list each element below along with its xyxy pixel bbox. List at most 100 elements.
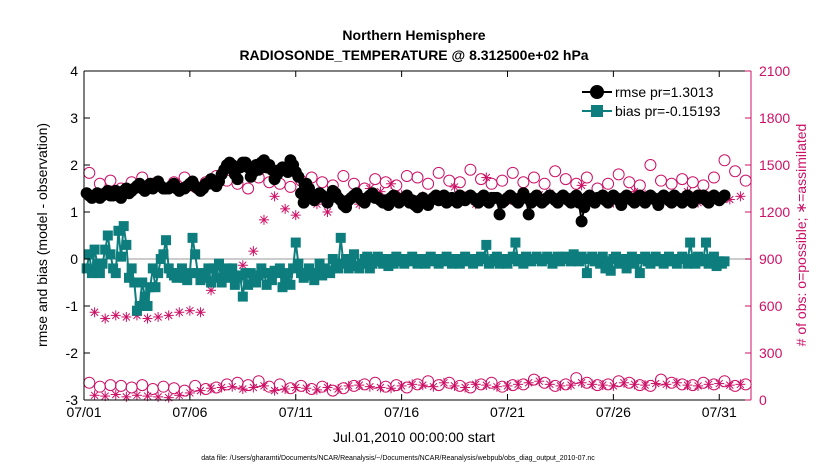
- asterisk-stroke: [567, 381, 575, 389]
- obs-assimilated-marker: [364, 381, 375, 392]
- obs-assimilated-marker: [544, 379, 555, 390]
- bias-point: [309, 275, 320, 286]
- asterisk-stroke: [651, 379, 660, 388]
- y2-tick-label: 1500: [759, 157, 790, 173]
- bias-point: [150, 282, 161, 293]
- asterisk-stroke: [461, 383, 469, 392]
- obs-assimilated-marker: [290, 382, 301, 393]
- obs-assimilated-marker: [258, 380, 269, 391]
- x-tick-label: 07/06: [172, 404, 207, 420]
- obs-assimilated-marker: [280, 384, 291, 395]
- obs-assimilated-marker: [566, 380, 577, 391]
- obs-assimilated-marker: [89, 307, 100, 318]
- obs-assimilated-marker: [502, 380, 513, 391]
- y-tick-label: -2: [66, 345, 79, 361]
- asterisk-stroke: [175, 308, 184, 317]
- legend-marker-square: [591, 105, 603, 117]
- bias-point: [224, 272, 235, 283]
- rmse-point: [292, 170, 305, 183]
- bias-point: [603, 256, 614, 267]
- y2-tick-label: 600: [759, 298, 783, 314]
- x-tick-label: 07/26: [596, 404, 631, 420]
- obs-possible-marker: [284, 180, 297, 193]
- asterisk-stroke: [471, 380, 480, 389]
- obs-assimilated-marker: [110, 389, 121, 400]
- obs-possible-marker: [464, 163, 477, 176]
- bias-point: [137, 277, 148, 288]
- asterisk-stroke: [715, 379, 724, 388]
- bias-point: [158, 249, 169, 260]
- bias-point: [208, 263, 219, 274]
- obs-possible-marker: [665, 177, 678, 190]
- bias-point: [566, 256, 577, 267]
- asterisk-stroke: [323, 208, 332, 216]
- bias-point: [595, 258, 606, 269]
- bias-point: [243, 279, 254, 290]
- asterisk-stroke: [323, 383, 332, 392]
- asterisk-stroke: [673, 378, 681, 387]
- asterisk-stroke: [450, 183, 459, 191]
- bias-point: [481, 239, 492, 250]
- bias-point: [293, 258, 304, 269]
- obs-assimilated-marker: [354, 380, 365, 391]
- obs-assimilated-marker: [195, 385, 206, 396]
- obs-assimilated-marker: [322, 207, 333, 217]
- obs-assimilated-marker: [470, 379, 481, 390]
- obs-possible-marker: [549, 165, 562, 178]
- bias-point: [153, 268, 164, 279]
- obs-assimilated-marker: [491, 381, 502, 392]
- asterisk-stroke: [122, 313, 131, 321]
- obs-assimilated-marker: [640, 380, 651, 391]
- obs-assimilated-marker: [131, 390, 142, 401]
- obs-assimilated-marker: [184, 305, 195, 316]
- asterisk-stroke: [249, 247, 258, 256]
- obs-assimilated-marker: [248, 382, 259, 393]
- asterisk-stroke: [196, 386, 205, 395]
- bias-point: [388, 258, 399, 269]
- y2-tick-label: 2100: [759, 63, 790, 79]
- asterisk-stroke: [556, 382, 565, 390]
- obs-assimilated-marker: [597, 380, 608, 391]
- rmse-point: [522, 208, 535, 221]
- asterisk-stroke: [291, 211, 300, 219]
- bias-point: [518, 258, 529, 269]
- bias-point: [491, 251, 502, 262]
- asterisk-stroke: [217, 383, 226, 392]
- rmse-point: [297, 196, 310, 209]
- y-tick-label: 0: [70, 251, 78, 267]
- asterisk-stroke: [111, 311, 120, 320]
- obs-assimilated-marker: [386, 383, 397, 394]
- bias-point: [211, 272, 222, 283]
- bias-point: [126, 263, 137, 274]
- asterisk-stroke: [503, 382, 512, 390]
- bias-point: [123, 272, 134, 283]
- legend-label: bias pr=-0.15193: [615, 103, 721, 119]
- asterisk-stroke: [143, 314, 152, 323]
- obs-assimilated-marker: [227, 381, 238, 392]
- rmse-point: [575, 215, 588, 228]
- obs-assimilated-marker: [608, 380, 619, 391]
- bias-point: [701, 237, 712, 248]
- legend-box: [578, 78, 741, 122]
- obs-assimilated-marker: [438, 377, 449, 388]
- obs-assimilated-marker: [693, 380, 704, 391]
- bias-point: [348, 249, 359, 260]
- bias-point: [510, 237, 521, 248]
- asterisk-stroke: [725, 195, 734, 204]
- bias-point: [343, 263, 354, 274]
- obs-possible-marker: [612, 168, 625, 181]
- bias-point: [190, 249, 201, 260]
- obs-assimilated-marker: [216, 382, 227, 393]
- bias-point: [285, 279, 296, 290]
- bias-point: [335, 232, 346, 243]
- bias-point: [317, 270, 328, 281]
- bias-point: [311, 268, 322, 279]
- y-tick-label: 4: [70, 63, 78, 79]
- bias-point: [383, 261, 394, 272]
- obs-possible-marker: [422, 177, 435, 190]
- bias-point: [110, 268, 121, 279]
- bias-point: [203, 263, 214, 274]
- bias-point: [478, 254, 489, 264]
- obs-assimilated-marker: [724, 380, 735, 391]
- y-tick-label: 3: [70, 110, 78, 126]
